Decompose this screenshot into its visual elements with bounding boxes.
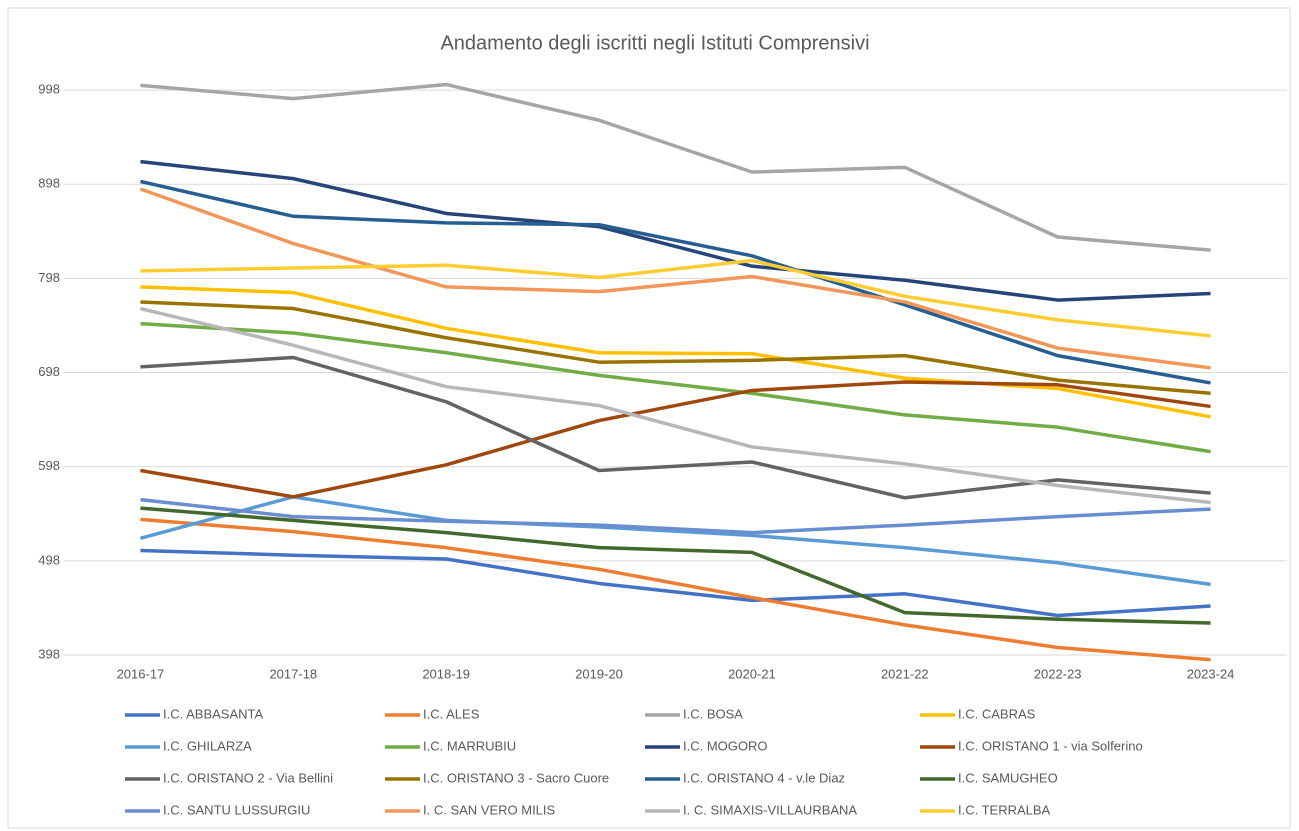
x-tick-label: 2022-23: [1034, 666, 1082, 681]
legend-label: I. C. SAN VERO MILIS: [423, 802, 556, 817]
y-tick-label: 798: [38, 270, 60, 285]
x-tick-label: 2019-20: [575, 666, 623, 681]
legend-label: I.C. ALES: [423, 706, 480, 721]
x-tick-label: 2018-19: [422, 666, 470, 681]
y-tick-label: 398: [38, 646, 60, 661]
series-line: [140, 300, 1211, 396]
legend-label: I.C. ORISTANO 4 - v.le Diaz: [683, 770, 845, 785]
legend-label: I.C. SANTU LUSSURGIU: [163, 802, 310, 817]
legend-label: I.C. MARRUBIU: [423, 738, 516, 753]
legend-label: I.C. ABBASANTA: [163, 706, 264, 721]
legend-label: I.C. GHILARZA: [163, 738, 252, 753]
series-line: [140, 82, 1211, 252]
legend-label: I.C. ORISTANO 2 - Via Bellini: [163, 770, 333, 785]
x-tick-label: 2021-22: [881, 666, 929, 681]
y-tick-label: 598: [38, 458, 60, 473]
y-tick-label: 498: [38, 552, 60, 567]
legend-label: I.C. SAMUGHEO: [958, 770, 1058, 785]
x-tick-label: 2023-24: [1187, 666, 1235, 681]
legend-label: I.C. TERRALBA: [958, 802, 1051, 817]
series-line: [140, 506, 1211, 625]
legend-label: I.C. BOSA: [683, 706, 743, 721]
y-tick-label: 898: [38, 176, 60, 191]
x-tick-label: 2016-17: [117, 666, 165, 681]
legend-label: I.C. ORISTANO 1 - via Solferino: [958, 738, 1143, 753]
legend-label: I.C. MOGORO: [683, 738, 768, 753]
y-tick-label: 998: [38, 82, 60, 97]
legend-label: I.C. ORISTANO 3 - Sacro Cuore: [423, 770, 609, 785]
legend-label: I. C. SIMAXIS-VILLAURBANA: [683, 802, 857, 817]
series-line: [140, 258, 1211, 338]
series-line: [139, 187, 1211, 370]
series-line: [140, 306, 1211, 505]
series-line: [140, 321, 1211, 454]
y-tick-label: 698: [38, 364, 60, 379]
chart-title: Andamento degli iscritti negli Istituti …: [440, 32, 869, 54]
legend-label: I.C. CABRAS: [958, 706, 1036, 721]
series-line: [140, 285, 1211, 419]
series-line: [140, 548, 1211, 618]
series-line: [140, 179, 1211, 385]
x-tick-label: 2017-18: [269, 666, 317, 681]
series-line: [140, 517, 1211, 662]
series-line: [140, 497, 1211, 535]
series-line: [139, 495, 1211, 587]
series-line: [140, 380, 1211, 499]
x-tick-label: 2020-21: [728, 666, 776, 681]
series-line: [140, 159, 1211, 302]
